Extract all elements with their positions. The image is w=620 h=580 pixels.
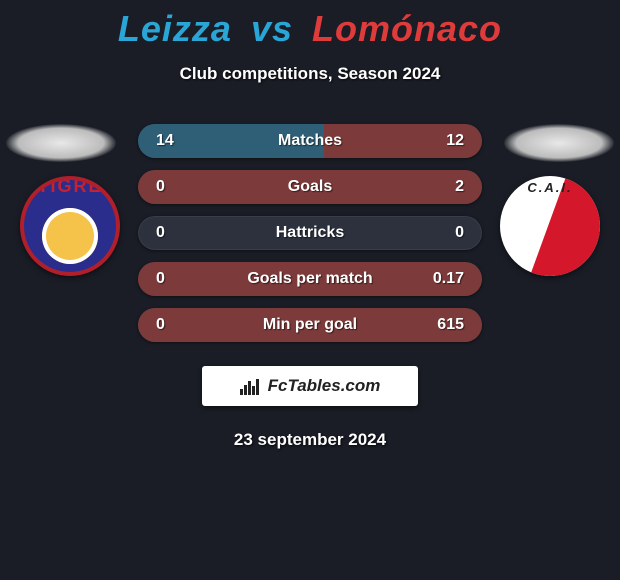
left-team-crest: TIGRE bbox=[20, 176, 120, 276]
subtitle: Club competitions, Season 2024 bbox=[0, 64, 620, 84]
stat-right-value: 615 bbox=[437, 316, 464, 334]
left-crest-label: TIGRE bbox=[24, 176, 116, 197]
left-halo bbox=[6, 124, 116, 162]
stat-row: 0Hattricks0 bbox=[138, 216, 482, 250]
title-vs: vs bbox=[251, 8, 293, 49]
comparison-panel: TIGRE C.A.I. 14Matches120Goals20Hattrick… bbox=[0, 124, 620, 450]
stat-right-value: 0.17 bbox=[433, 270, 464, 288]
stat-right-value: 12 bbox=[446, 132, 464, 150]
brand-text: FcTables.com bbox=[268, 376, 381, 396]
right-crest-label: C.A.I. bbox=[500, 180, 600, 195]
title-left: Leizza bbox=[118, 8, 232, 49]
right-team-crest: C.A.I. bbox=[500, 176, 600, 276]
date-line: 23 september 2024 bbox=[0, 430, 620, 450]
page-title: Leizza vs Lomónaco bbox=[0, 0, 620, 50]
stat-label: Goals per match bbox=[138, 270, 482, 288]
stat-rows: 14Matches120Goals20Hattricks00Goals per … bbox=[138, 124, 482, 342]
right-halo bbox=[504, 124, 614, 162]
stat-right-value: 2 bbox=[455, 178, 464, 196]
stat-row: 14Matches12 bbox=[138, 124, 482, 158]
bar-chart-icon bbox=[240, 377, 262, 395]
title-right: Lomónaco bbox=[312, 8, 502, 49]
stat-label: Matches bbox=[138, 132, 482, 150]
left-crest-inner bbox=[42, 208, 98, 264]
stat-label: Hattricks bbox=[138, 224, 482, 242]
stat-row: 0Goals per match0.17 bbox=[138, 262, 482, 296]
brand-box[interactable]: FcTables.com bbox=[202, 366, 418, 406]
stat-row: 0Goals2 bbox=[138, 170, 482, 204]
stat-label: Goals bbox=[138, 178, 482, 196]
stat-right-value: 0 bbox=[455, 224, 464, 242]
stat-row: 0Min per goal615 bbox=[138, 308, 482, 342]
stat-label: Min per goal bbox=[138, 316, 482, 334]
